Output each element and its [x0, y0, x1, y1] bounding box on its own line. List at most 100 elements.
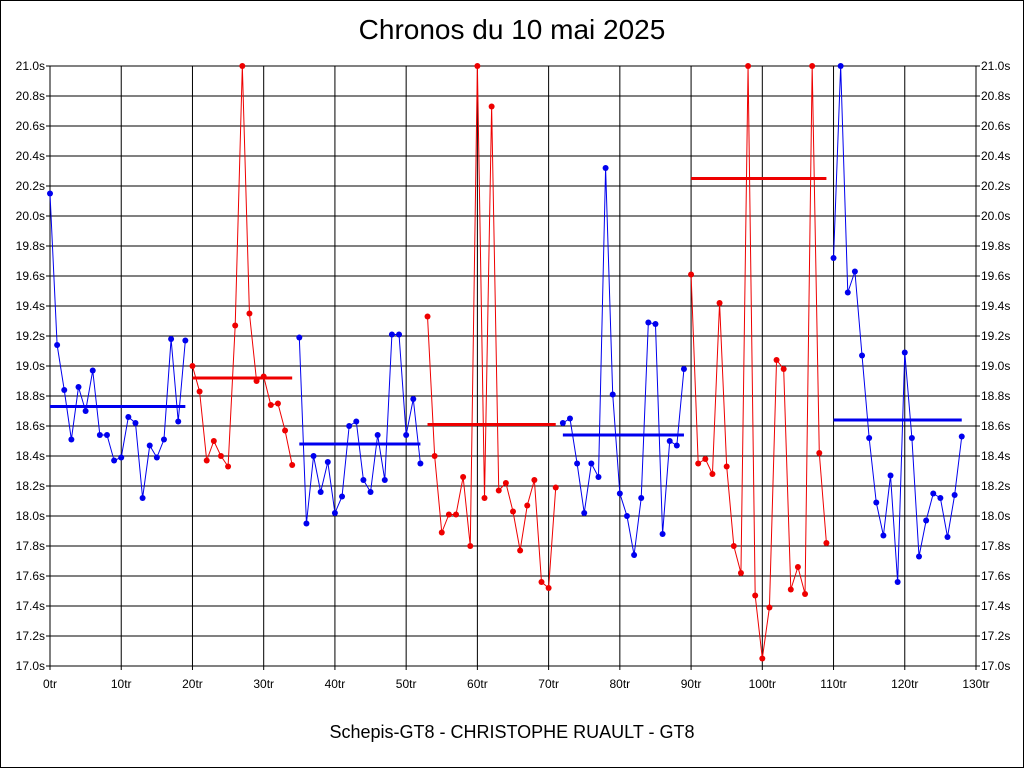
data-point — [730, 543, 737, 549]
data-point — [303, 520, 310, 527]
data-point — [794, 564, 801, 570]
data-point — [210, 438, 217, 444]
series-session-4 — [424, 63, 559, 591]
data-point — [958, 433, 965, 440]
y-tick-label: 17.0s — [16, 659, 45, 673]
y-tick-label: 18.8s — [981, 389, 1010, 403]
data-point — [787, 586, 794, 593]
x-tick-label: 30tr — [253, 677, 274, 691]
data-point — [944, 534, 951, 540]
data-point — [417, 460, 424, 467]
y-tick-label: 19.4s — [16, 299, 45, 313]
series-session-6 — [688, 63, 830, 662]
data-point — [96, 432, 103, 438]
data-point — [132, 420, 139, 426]
data-point — [61, 387, 68, 393]
data-point — [360, 477, 367, 483]
data-point — [908, 435, 915, 441]
data-point — [353, 418, 360, 425]
y-tick-label: 18.6s — [981, 419, 1010, 433]
series-session-1 — [47, 190, 189, 501]
data-point — [638, 495, 645, 501]
data-point — [103, 432, 110, 438]
data-point — [403, 432, 410, 438]
data-point — [930, 490, 937, 497]
y-tick-label: 20.4s — [16, 149, 45, 163]
x-tick-label: 40tr — [325, 677, 346, 691]
data-point — [182, 337, 189, 344]
data-point — [680, 366, 687, 372]
data-point — [125, 414, 132, 420]
data-point — [460, 474, 467, 480]
series-line — [49, 193, 186, 499]
data-point — [146, 442, 153, 449]
data-point — [623, 513, 630, 519]
y-tick-label: 19.0s — [981, 359, 1010, 373]
data-point — [431, 453, 438, 459]
data-point — [289, 462, 296, 468]
data-point — [467, 543, 474, 549]
y-tick-label: 19.8s — [16, 239, 45, 253]
data-point — [139, 495, 146, 501]
y-tick-label: 21.0s — [16, 59, 45, 73]
data-point — [695, 460, 702, 467]
data-point — [538, 579, 545, 585]
data-point — [510, 508, 516, 515]
y-tick-label: 20.6s — [16, 119, 45, 133]
data-point — [217, 453, 224, 459]
data-point — [844, 289, 851, 296]
data-point — [652, 321, 659, 327]
x-tick-label: 70tr — [538, 677, 559, 691]
data-point — [424, 313, 431, 320]
data-point — [54, 342, 61, 348]
data-point — [410, 396, 417, 402]
series-session-5 — [559, 165, 687, 558]
x-tick-label: 100tr — [749, 677, 776, 691]
data-point — [716, 300, 723, 306]
y-tick-label: 19.6s — [981, 269, 1010, 283]
data-point — [545, 585, 552, 591]
data-point — [495, 487, 502, 494]
y-tick-label: 20.2s — [981, 179, 1010, 193]
data-point — [89, 367, 96, 374]
data-point — [196, 388, 203, 395]
data-point — [766, 604, 773, 611]
data-point — [709, 471, 716, 477]
data-point — [609, 391, 616, 398]
data-point — [823, 540, 830, 546]
y-tick-label: 18.8s — [16, 389, 45, 403]
x-tick-label: 120tr — [891, 677, 918, 691]
y-tick-label: 18.4s — [981, 449, 1010, 463]
data-point — [581, 510, 588, 516]
y-tick-label: 17.2s — [16, 629, 45, 643]
data-point — [659, 531, 666, 537]
data-point — [488, 103, 495, 110]
data-point — [588, 460, 595, 467]
data-point — [745, 63, 752, 69]
data-point — [837, 63, 844, 69]
data-point — [502, 480, 509, 486]
data-point — [481, 495, 488, 501]
x-tick-label: 0tr — [43, 677, 57, 691]
data-point — [474, 63, 481, 69]
data-point — [802, 591, 809, 597]
data-point — [880, 532, 887, 539]
x-axis: 0tr 10tr 20tr 30tr 40tr 50tr 60tr 70tr 80tr 90tr 1… — [43, 666, 990, 691]
y-tick-label: 17.4s — [16, 599, 45, 613]
x-tick-label: 90tr — [681, 677, 702, 691]
y-tick-label: 17.0s — [981, 659, 1010, 673]
data-point — [118, 454, 125, 461]
data-point — [809, 63, 816, 69]
data-point — [737, 570, 744, 576]
y-tick-label: 19.6s — [16, 269, 45, 283]
data-point — [859, 352, 866, 359]
data-point — [267, 402, 274, 408]
x-tick-label: 110tr — [820, 677, 846, 691]
data-point — [559, 420, 566, 426]
y-tick-label: 20.2s — [16, 179, 45, 193]
data-point — [282, 427, 289, 434]
y-tick-label: 17.6s — [981, 569, 1010, 583]
y-tick-label: 17.8s — [16, 539, 45, 553]
data-point — [396, 331, 403, 338]
